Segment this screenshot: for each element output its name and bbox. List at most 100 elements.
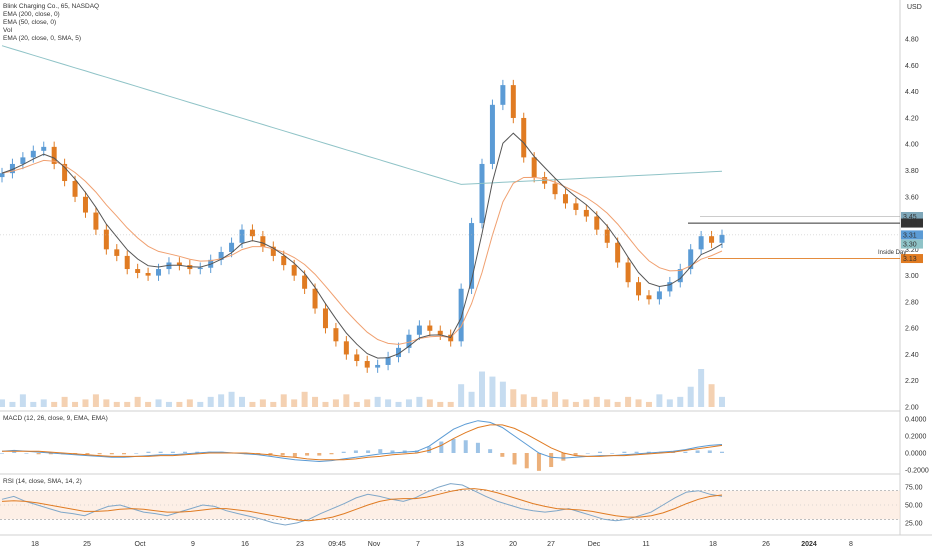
volume-bar	[249, 401, 256, 407]
macd-histogram-bar	[536, 453, 541, 471]
volume-bar	[9, 401, 16, 407]
macd-histogram-bar	[36, 453, 41, 455]
macd-histogram-bar	[329, 453, 334, 455]
macd-signal-line	[2, 424, 723, 461]
macd-histogram-bar	[646, 451, 651, 453]
legend-panel: Blink Charging Co., 65, NASDAQ EMA (200,…	[3, 3, 99, 43]
macd-histogram-bar	[488, 449, 493, 453]
macd-histogram-bar	[85, 453, 90, 455]
indicator-ema50[interactable]: EMA (50, close, 0)	[3, 19, 57, 26]
time-tick-label: 23	[296, 541, 304, 548]
volume-bar	[687, 386, 694, 407]
macd-histogram-bar	[524, 453, 529, 469]
volume-bar	[405, 399, 412, 407]
time-tick-label: 2024	[801, 541, 817, 548]
macd-histogram-bar	[146, 451, 151, 453]
volume-bar	[479, 371, 485, 407]
macd-histogram-bar	[597, 451, 602, 453]
candle-body	[375, 364, 381, 368]
price-tick-label: 2.40	[905, 352, 919, 359]
rsi-tick-label: 25.00	[905, 520, 923, 527]
time-tick-label: 25	[83, 541, 91, 548]
candle-body	[218, 251, 224, 260]
price-tick-label: 2.80	[905, 299, 919, 306]
time-tick-label: Nov	[368, 541, 381, 548]
volume-bar	[113, 401, 120, 407]
indicator-ema20[interactable]: EMA (20, close, 0, SMA, 5)	[3, 35, 82, 42]
candle-body	[552, 183, 558, 195]
price-tick-label: 4.40	[905, 89, 919, 96]
volume-bar	[218, 394, 225, 407]
rsi-title[interactable]: RSI (14, close, SMA, 14, 2)	[3, 478, 82, 485]
volume-bar	[645, 401, 652, 407]
currency-label: USD	[907, 4, 922, 11]
macd-histogram-bar	[109, 453, 114, 455]
candle-body	[93, 212, 99, 230]
macd-title[interactable]: MACD (12, 26, close, 9, EMA, EMA)	[3, 415, 108, 422]
candle-body	[82, 196, 88, 213]
macd-line	[1, 420, 723, 463]
candle-body	[322, 308, 328, 329]
candle-body	[145, 272, 151, 276]
volume-bar	[614, 401, 621, 407]
volume-bar	[677, 396, 684, 407]
price-tag	[901, 239, 923, 249]
rsi-band	[0, 490, 900, 520]
macd-histogram-bar	[170, 451, 175, 453]
macd-histogram-bar	[475, 442, 480, 453]
macd-histogram-bar	[549, 453, 554, 468]
symbol-title[interactable]: Blink Charging Co., 65, NASDAQ	[3, 3, 100, 10]
volume-bar	[207, 396, 214, 407]
time-tick-label: 16	[241, 541, 249, 548]
volume-bar	[103, 399, 110, 407]
candle-body	[249, 229, 255, 237]
price-tick-label: 3.00	[905, 273, 919, 280]
indicator-ema200[interactable]: EMA (200, close, 0)	[3, 11, 60, 18]
macd-histogram-bar	[720, 451, 724, 453]
candle-body	[0, 173, 5, 178]
macd-histogram-bar	[610, 453, 615, 454]
volume-bar	[416, 396, 423, 407]
macd-histogram-bar	[341, 451, 346, 453]
volume-bar	[374, 396, 381, 407]
volume-bar	[437, 401, 444, 407]
volume-bar	[82, 399, 89, 407]
candle-body	[20, 157, 26, 164]
candle-body	[166, 262, 172, 270]
candle-body	[239, 229, 245, 243]
volume-bar	[541, 399, 548, 407]
candle-body	[688, 249, 694, 270]
macd-histogram-bar	[12, 451, 17, 453]
candle-body	[385, 357, 391, 365]
macd-tick-label: -0.2000	[905, 468, 929, 475]
volume-bar	[145, 401, 152, 407]
macd-histogram-bar	[366, 450, 371, 453]
time-tick-label: Dec	[588, 541, 601, 548]
price-tick-label: 4.00	[905, 142, 919, 149]
candle-body	[354, 354, 360, 362]
volume-bar	[510, 389, 517, 407]
candle-body	[103, 229, 109, 250]
volume-bar	[165, 401, 172, 407]
volume-bar	[270, 401, 277, 407]
candle-body	[677, 269, 683, 283]
candle-body	[156, 269, 162, 276]
price-tag-label: 3.30	[903, 242, 917, 249]
volume-bar	[0, 399, 5, 407]
indicator-vol[interactable]: Vol	[3, 27, 13, 34]
rsi-tick-label: 75.00	[905, 485, 923, 492]
candle-body	[176, 262, 182, 266]
volume-bar	[468, 391, 475, 407]
candle-body	[719, 234, 725, 243]
macd-tick-label: 0.0000	[905, 451, 927, 458]
candle-body	[709, 236, 715, 243]
price-tag	[901, 230, 923, 240]
candle-body	[573, 203, 579, 210]
macd-histogram-bar	[122, 453, 127, 455]
time-tick-label: Oct	[135, 541, 146, 548]
macd-histogram-bar	[427, 446, 432, 453]
macd-histogram-bar	[707, 450, 712, 453]
inside-day-label: Inside Day	[878, 250, 907, 256]
macd-histogram-bar	[439, 441, 444, 453]
